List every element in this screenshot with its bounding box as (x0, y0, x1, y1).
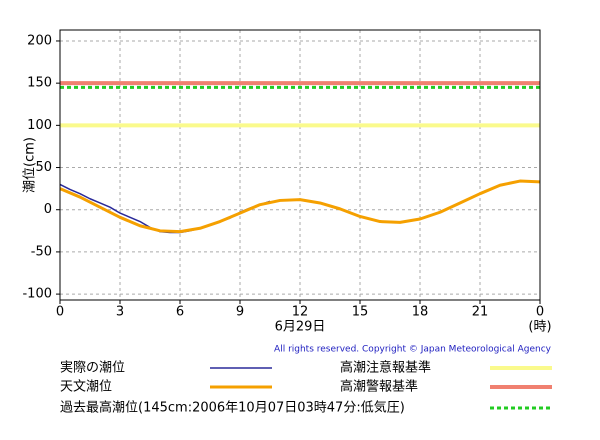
x-tick-label: 21 (472, 305, 489, 320)
y-tick-label: 100 (27, 118, 52, 133)
legend-label: 高潮警報基準 (340, 379, 418, 395)
y-tick-label: -50 (31, 244, 52, 259)
x-tick-label: 0 (56, 305, 64, 320)
x-tick-label: 12 (292, 305, 309, 320)
y-tick-label: 50 (35, 160, 52, 175)
y-tick-label: 200 (27, 33, 52, 48)
y-tick-label: 150 (27, 76, 52, 91)
x-tick-label: 6 (176, 305, 184, 320)
date-label: 6月29日 (275, 320, 326, 335)
y-tick-label: -100 (22, 287, 52, 302)
legend-label: 実際の潮位 (60, 360, 125, 376)
legend-label: 過去最高潮位(145cm:2006年10月07日03時47分:低気圧) (60, 400, 405, 416)
x-tick-label: 15 (352, 305, 369, 320)
y-tick-label: 0 (44, 202, 52, 217)
data-line (59, 179, 541, 234)
copyright: All rights reserved. Copyright © Japan M… (274, 345, 552, 355)
plot-border (59, 29, 541, 301)
legend-label: 高潮注意報基準 (340, 360, 431, 376)
y-axis-label: 潮位(cm) (23, 137, 38, 193)
x-tick-label: 0 (536, 305, 544, 320)
x-tick-label: 3 (116, 305, 124, 320)
x-unit: (時) (528, 320, 551, 335)
x-tick-label: 9 (236, 305, 244, 320)
x-tick-label: 18 (412, 305, 429, 320)
legend-label: 天文潮位 (60, 380, 112, 395)
